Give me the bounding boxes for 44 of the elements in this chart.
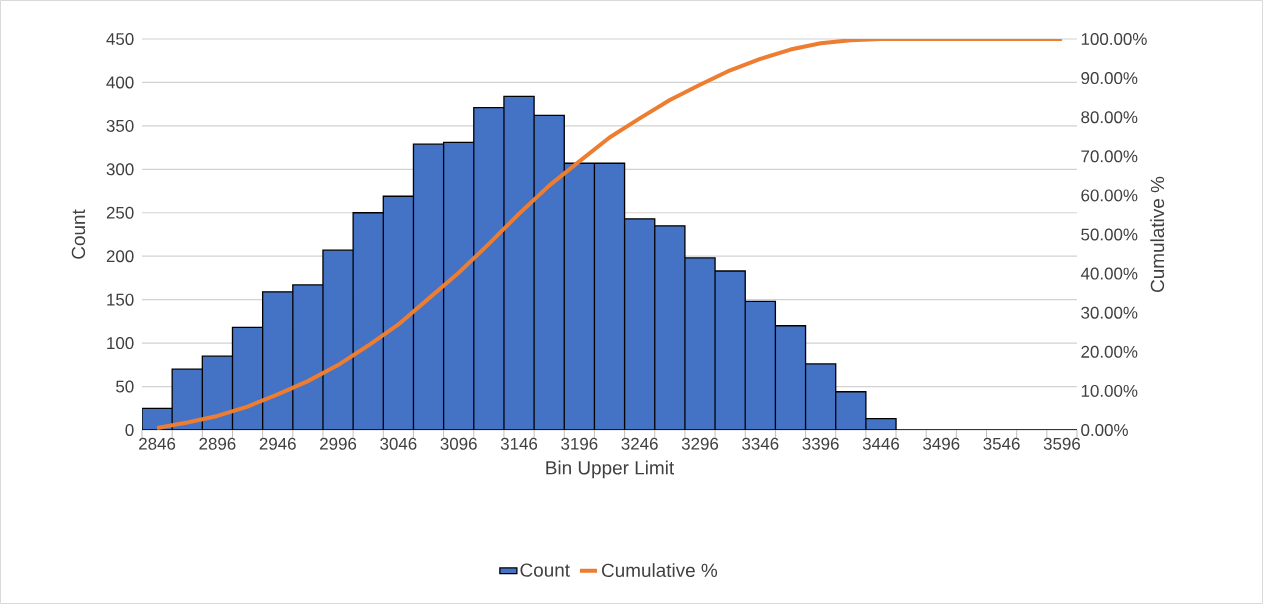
- y2-tick-label: 80.00%: [1081, 111, 1138, 124]
- y2-tick-label: 10.00%: [1081, 384, 1138, 397]
- x-tick-label: 2846: [139, 437, 176, 450]
- y-tick-label: 250: [106, 206, 134, 219]
- y-tick-label: 350: [106, 119, 134, 132]
- x-tick-label: 3146: [500, 437, 538, 450]
- legend-label: Count: [520, 563, 570, 577]
- y2-tick-label: 40.00%: [1080, 267, 1138, 280]
- y-tick-label: 450: [106, 33, 134, 45]
- y-axis-title: Count: [71, 209, 86, 259]
- bar: [684, 257, 716, 430]
- x-tick-label: 3596: [1043, 437, 1081, 450]
- y2-axis-title: Cumulative %: [1150, 176, 1165, 292]
- x-tick-label: 3096: [440, 437, 477, 450]
- y-tick-label: 400: [106, 76, 134, 89]
- y2-tick-label: 0.00%: [1081, 424, 1128, 436]
- x-tick-label: 3296: [681, 437, 719, 450]
- y-tick-label: 200: [106, 250, 134, 263]
- legend-label: Cumulative %: [601, 563, 718, 578]
- y-tick-label: 50: [116, 380, 134, 393]
- x-tick-label: 3446: [862, 437, 900, 450]
- x-tick-label: 2896: [199, 437, 236, 450]
- x-tick-label: 3396: [802, 437, 839, 450]
- y-tick-label: 150: [107, 293, 134, 306]
- x-tick-label: 3246: [621, 437, 658, 450]
- x-axis-title: Bin Upper Limit: [546, 460, 675, 479]
- y-tick-label: 0: [125, 424, 134, 436]
- x-tick-label: 3196: [561, 437, 598, 450]
- x-tick-label: 3546: [983, 437, 1020, 450]
- x-tick-label: 2946: [259, 437, 296, 450]
- y2-tick-label: 30.00%: [1081, 306, 1138, 319]
- y2-tick-label: 50.00%: [1081, 228, 1138, 241]
- y-tick-label: 100: [107, 337, 134, 350]
- y2-tick-label: 100.00%: [1081, 33, 1147, 45]
- y2-tick-label: 70.00%: [1081, 150, 1138, 163]
- x-tick-label: 3496: [923, 437, 960, 450]
- bar: [503, 96, 535, 430]
- y2-tick-label: 60.00%: [1081, 189, 1138, 202]
- x-tick-label: 3046: [380, 437, 417, 450]
- y2-tick-label: 90.00%: [1081, 72, 1138, 85]
- x-tick-label: 3346: [742, 437, 779, 450]
- y2-tick-label: 20.00%: [1081, 345, 1138, 358]
- y-tick-label: 300: [106, 163, 134, 176]
- x-tick-label: 2996: [320, 437, 357, 450]
